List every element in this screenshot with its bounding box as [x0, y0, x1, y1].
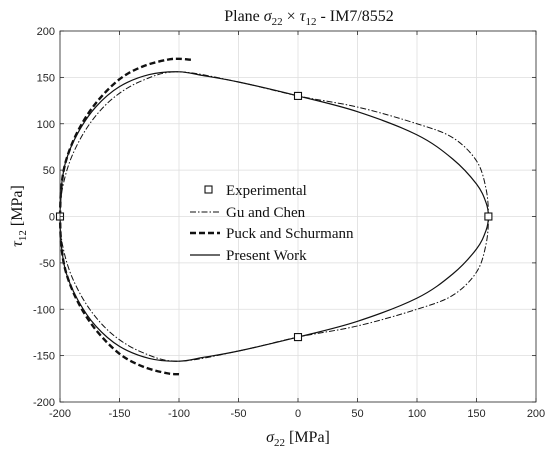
legend: Experimental Gu and Chen Puck and Schurm…	[190, 183, 354, 264]
title-sigma: σ	[264, 8, 273, 25]
y-tick-label: 150	[37, 72, 55, 84]
y-tick-label: -150	[33, 351, 55, 363]
title-times: ×	[283, 8, 300, 25]
x-tick-label: 50	[351, 408, 363, 420]
title-sigma-sub: 22	[272, 16, 283, 28]
y-axis-label-unit: [MPa]	[9, 185, 26, 230]
y-tick-label: 100	[37, 119, 55, 131]
y-axis-label-sub: 12	[17, 230, 29, 241]
x-tick-label: -50	[231, 408, 247, 420]
legend-item-experimental: Experimental	[204, 183, 307, 199]
y-tick-label: 0	[49, 212, 55, 224]
data-point-experimental	[293, 91, 303, 100]
title-prefix: Plane	[224, 8, 264, 25]
x-axis-label: σ22 [MPa]	[266, 429, 330, 449]
x-tick-label: -150	[108, 408, 130, 420]
chart-title: Plane σ22 × τ12 - IM7/8552	[224, 8, 394, 28]
x-tick-label: -200	[49, 408, 71, 420]
x-tick-label: 200	[527, 408, 545, 420]
legend-label-puck-and-schurmann: Puck and Schurmann	[226, 226, 354, 242]
x-axis-label-sub: 22	[274, 437, 285, 449]
ticks: -200 -150 -100 -50 0 50 100 150 200 -200 -150 -100 -…	[33, 26, 545, 420]
y-tick-label: -50	[39, 258, 55, 270]
y-tick-label: 200	[37, 26, 55, 38]
x-tick-label: 100	[408, 408, 426, 420]
data-point-experimental	[293, 333, 303, 342]
legend-marker-experimental	[204, 185, 213, 194]
legend-label-present-work: Present Work	[226, 248, 307, 264]
legend-label-experimental: Experimental	[226, 183, 307, 199]
y-tick-label: 50	[43, 165, 55, 177]
title-tau: τ	[300, 8, 307, 25]
x-tick-label: -100	[168, 408, 190, 420]
data-point-experimental	[484, 212, 493, 221]
y-tick-label: -100	[33, 304, 55, 316]
x-axis-label-unit: [MPa]	[285, 429, 330, 446]
y-tick-label: -200	[33, 397, 55, 409]
title-suffix: - IM7/8552	[316, 8, 393, 25]
x-axis-label-sigma: σ	[266, 429, 275, 446]
y-axis-label: τ12 [MPa]	[9, 185, 29, 247]
legend-item-puck-and-schurmann: Puck and Schurmann	[190, 226, 354, 242]
x-tick-label: 150	[467, 408, 485, 420]
y-axis-label-tau: τ	[9, 240, 26, 247]
legend-item-gu-and-chen: Gu and Chen	[190, 205, 306, 221]
legend-label-gu-and-chen: Gu and Chen	[226, 205, 306, 221]
legend-item-present-work: Present Work	[190, 248, 307, 264]
title-tau-sub: 12	[305, 16, 316, 28]
series-line-puck-and-schurmann-upper	[58, 57, 192, 217]
x-tick-label: 0	[295, 408, 301, 420]
